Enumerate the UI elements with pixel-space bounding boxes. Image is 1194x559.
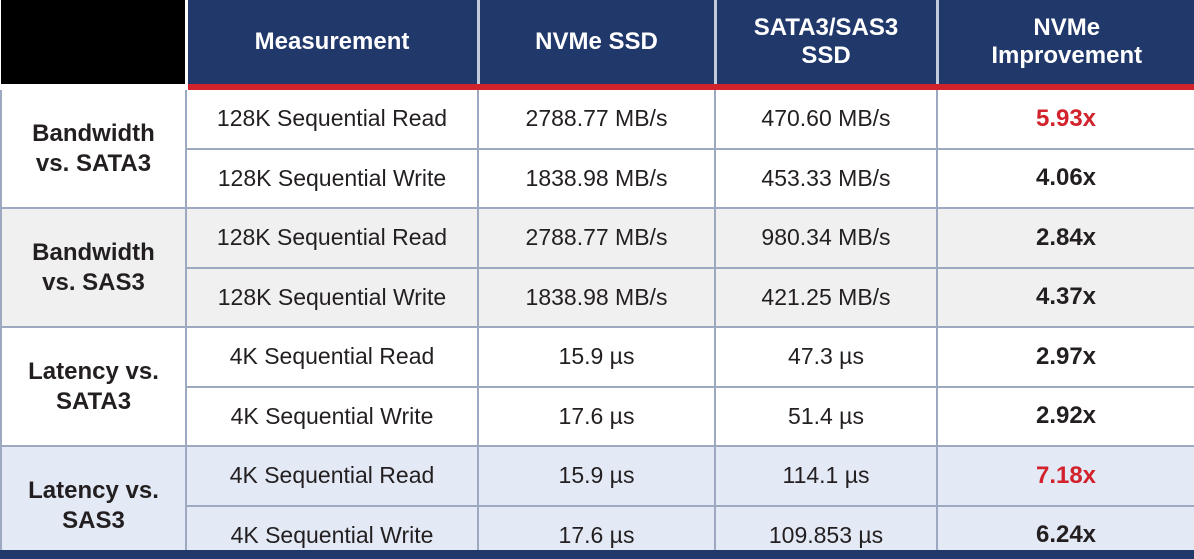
- improvement-value-cell: 2.84x: [936, 207, 1194, 269]
- improvement-value-cell: 5.93x: [936, 86, 1194, 150]
- measurement-cell: 4K Sequential Read: [185, 445, 479, 507]
- sata-value-cell: 470.60 MB/s: [714, 86, 938, 150]
- nvme-value-cell: 1838.98 MB/s: [477, 147, 716, 209]
- group-label-latency-vs-sata3: Latency vs. SATA3: [0, 326, 187, 447]
- sata-value-cell: 421.25 MB/s: [714, 266, 938, 328]
- measurement-cell: 128K Sequential Read: [185, 207, 479, 269]
- table-row: Bandwidth vs. SAS3 128K Sequential Read …: [0, 207, 1194, 328]
- sata-value-cell: 114.1 µs: [714, 445, 938, 507]
- column-header-sata3-sas3-ssd: SATA3/SAS3 SSD: [713, 0, 937, 90]
- nvme-value-cell: 2788.77 MB/s: [477, 207, 716, 269]
- group-label-bandwidth-vs-sata3: Bandwidth vs. SATA3: [0, 86, 187, 209]
- sata-value-cell: 51.4 µs: [714, 385, 938, 447]
- nvme-value-cell: 15.9 µs: [477, 445, 716, 507]
- bottom-bar: [0, 550, 1194, 559]
- table-row: 128K Sequential Write 1838.98 MB/s 453.3…: [1, 147, 1194, 209]
- sata-value-cell: 980.34 MB/s: [714, 207, 938, 269]
- improvement-value-cell: 2.97x: [936, 326, 1194, 388]
- nvme-value-cell: 2788.77 MB/s: [477, 86, 716, 150]
- table-row: 4K Sequential Write 17.6 µs 109.853 µs 6…: [1, 504, 1194, 559]
- nvme-value-cell: 17.6 µs: [477, 385, 716, 447]
- measurement-cell: 4K Sequential Write: [185, 385, 479, 447]
- measurement-cell: 128K Sequential Read: [185, 86, 479, 150]
- measurement-cell: 4K Sequential Read: [185, 326, 479, 388]
- header-row: Measurement NVMe SSD SATA3/SAS3 SSD NVMe…: [1, 0, 1194, 90]
- group-label-bandwidth-vs-sas3: Bandwidth vs. SAS3: [0, 207, 187, 328]
- nvme-value-cell: 1838.98 MB/s: [477, 266, 716, 328]
- column-header-nvme-ssd: NVMe SSD: [476, 0, 715, 90]
- improvement-value-cell: 6.24x: [936, 504, 1194, 559]
- improvement-value-cell: 4.06x: [936, 147, 1194, 209]
- improvement-value-cell: 7.18x: [936, 445, 1194, 507]
- measurement-cell: 128K Sequential Write: [185, 266, 479, 328]
- column-header-nvme-improvement: NVMe Improvement: [935, 0, 1194, 90]
- group-label-latency-vs-sas3: Latency vs. SAS3: [0, 445, 187, 559]
- corner-block: [1, 0, 188, 90]
- table-row: Latency vs. SATA3 4K Sequential Read 15.…: [0, 326, 1194, 447]
- nvme-value-cell: 15.9 µs: [477, 326, 716, 388]
- sata-value-cell: 47.3 µs: [714, 326, 938, 388]
- column-header-measurement: Measurement: [186, 0, 478, 90]
- table-row: 4K Sequential Write 17.6 µs 51.4 µs 2.92…: [1, 385, 1194, 447]
- improvement-value-cell: 2.92x: [936, 385, 1194, 447]
- sata-value-cell: 453.33 MB/s: [714, 147, 938, 209]
- table-row: 128K Sequential Write 1838.98 MB/s 421.2…: [1, 266, 1194, 328]
- table-row: Bandwidth vs. SATA3 128K Sequential Read…: [0, 86, 1194, 209]
- measurement-cell: 128K Sequential Write: [185, 147, 479, 209]
- improvement-value-cell: 4.37x: [936, 266, 1194, 328]
- table-row: Latency vs. SAS3 4K Sequential Read 15.9…: [0, 445, 1194, 559]
